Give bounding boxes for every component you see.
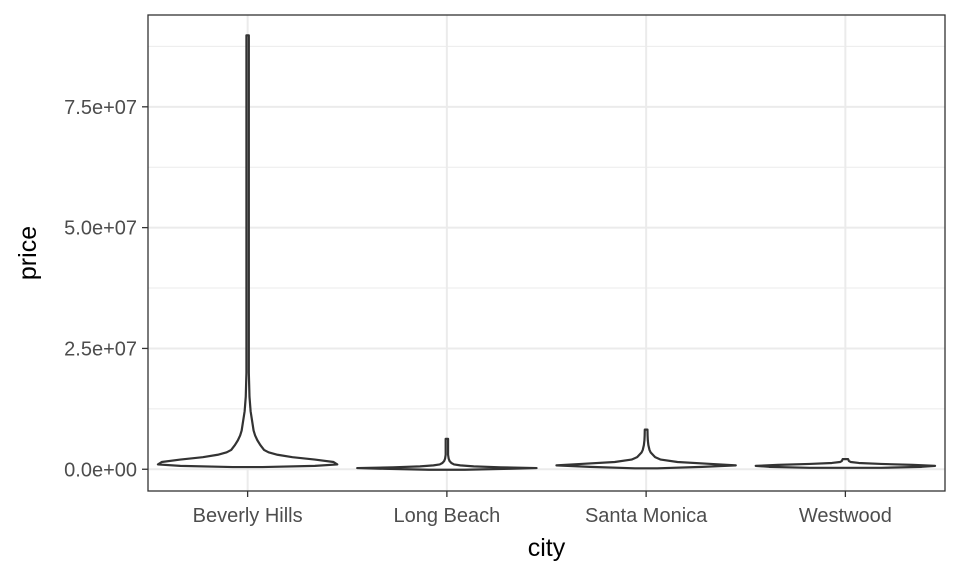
y-tick-label: 0.0e+00 [64,459,137,481]
x-axis-title: city [528,534,566,562]
violins [156,34,937,471]
plot-panel-border [147,14,946,492]
y-tick-label: 2.5e+07 [64,338,137,360]
y-axis: 0.0e+00 2.5e+07 5.0e+07 7.5e+07 [64,97,148,481]
x-tick-label: Santa Monica [585,505,708,527]
y-axis-title: price [14,226,42,280]
x-tick-label: Westwood [799,505,892,527]
plot-panel-background [148,15,945,491]
y-tick-label: 7.5e+07 [64,97,137,119]
violin-long-beach [356,437,538,471]
grid-minor [148,45,945,410]
x-axis: Beverly Hills Long Beach Santa Monica Westw… [193,491,892,527]
violin-beverly-hills [156,34,339,469]
x-tick-label: Beverly Hills [193,505,303,527]
x-tick-label: Long Beach [393,505,500,527]
violin-santa-monica [555,428,737,470]
y-tick-label: 5.0e+07 [64,218,137,240]
violin-westwood [754,458,937,469]
